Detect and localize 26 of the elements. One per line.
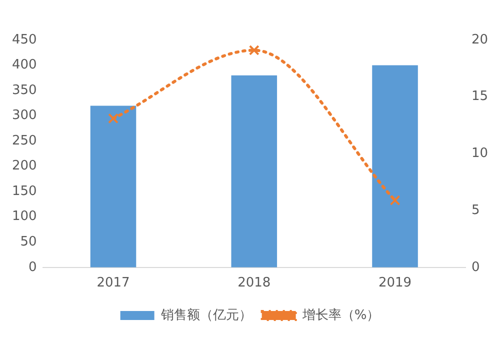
y-tick-label: 350 — [12, 82, 37, 98]
legend-label: 增长率（%） — [301, 306, 380, 323]
y2-tick-label: 15 — [471, 89, 488, 104]
bar — [231, 75, 278, 268]
y2-tick-label: 10 — [471, 146, 488, 162]
y-tick-label: 100 — [12, 209, 37, 224]
bar — [372, 65, 418, 268]
x-tick-label: 2017 — [96, 276, 130, 291]
y-tick-label: 250 — [12, 133, 37, 148]
y-tick-label: 200 — [12, 158, 37, 174]
y2-tick-label: 5 — [471, 202, 480, 218]
y-tick-label: 150 — [12, 184, 37, 199]
y-tick-label: 450 — [12, 32, 37, 48]
y2-tick-label: 0 — [471, 260, 480, 275]
y2-tick-label: 20 — [471, 32, 488, 48]
legend-label: 销售额（亿元） — [160, 308, 252, 323]
point — [248, 44, 260, 56]
bar — [90, 106, 136, 268]
x-tick-label: 2019 — [378, 276, 412, 291]
point — [108, 113, 118, 124]
y-tick-label: 0 — [28, 260, 37, 275]
y-tick-label: 400 — [12, 58, 37, 73]
point — [390, 195, 400, 206]
x-tick-label: 2018 — [238, 276, 271, 291]
y-tick-label: 300 — [12, 108, 37, 124]
y-tick-label: 50 — [20, 234, 37, 250]
